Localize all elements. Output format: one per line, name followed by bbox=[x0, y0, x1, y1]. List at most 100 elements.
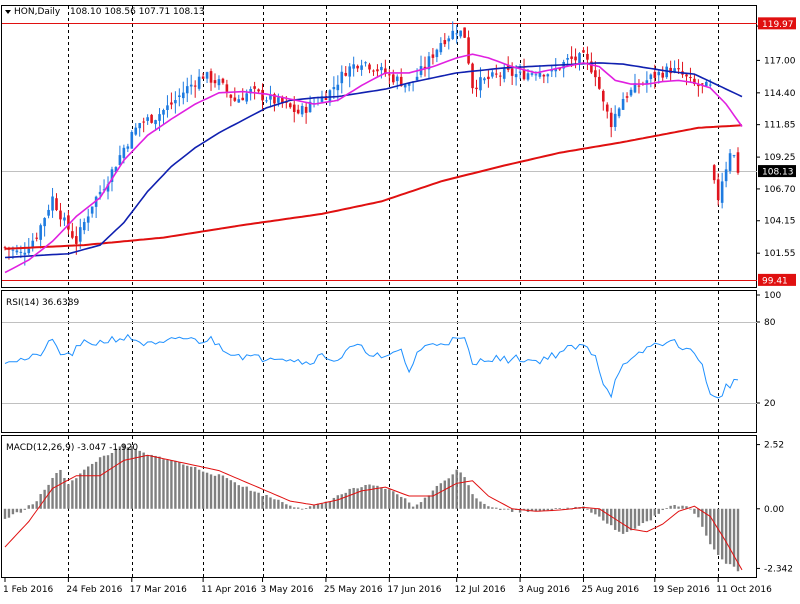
candle[interactable] bbox=[118, 145, 122, 167]
candle[interactable] bbox=[657, 69, 661, 84]
candle[interactable] bbox=[471, 62, 474, 94]
candle[interactable] bbox=[483, 76, 486, 84]
candle[interactable] bbox=[720, 172, 724, 209]
candle[interactable] bbox=[705, 80, 708, 87]
candle[interactable] bbox=[213, 73, 217, 88]
candle[interactable] bbox=[189, 74, 193, 95]
candle[interactable] bbox=[459, 30, 462, 39]
candle[interactable] bbox=[209, 68, 213, 91]
candle[interactable] bbox=[181, 81, 185, 105]
candle[interactable] bbox=[601, 89, 605, 111]
candle[interactable] bbox=[364, 61, 367, 67]
candle[interactable] bbox=[399, 68, 403, 87]
candle[interactable] bbox=[439, 37, 443, 55]
candle[interactable] bbox=[67, 210, 70, 235]
candle[interactable] bbox=[185, 77, 189, 103]
candle[interactable] bbox=[447, 35, 451, 50]
candle[interactable] bbox=[613, 105, 617, 131]
candle[interactable] bbox=[170, 92, 173, 110]
candle[interactable] bbox=[661, 66, 665, 82]
candle[interactable] bbox=[332, 76, 336, 100]
candle[interactable] bbox=[324, 91, 328, 101]
candle[interactable] bbox=[201, 73, 205, 79]
candle[interactable] bbox=[233, 87, 237, 103]
candle[interactable] bbox=[269, 85, 272, 108]
macd-signal-line[interactable] bbox=[4, 454, 743, 571]
candle[interactable] bbox=[479, 67, 482, 98]
candle[interactable] bbox=[388, 69, 391, 85]
candle[interactable] bbox=[138, 122, 142, 137]
candle[interactable] bbox=[554, 58, 558, 78]
candle[interactable] bbox=[467, 30, 470, 65]
candle[interactable] bbox=[625, 92, 629, 103]
rsi-panel[interactable] bbox=[2, 322, 757, 404]
candle[interactable] bbox=[697, 79, 700, 97]
candle[interactable] bbox=[344, 66, 348, 77]
candle[interactable] bbox=[217, 75, 221, 90]
candle[interactable] bbox=[126, 143, 130, 153]
moving-average-mid-line[interactable] bbox=[4, 62, 743, 259]
candle[interactable] bbox=[629, 87, 633, 98]
candle[interactable] bbox=[736, 147, 740, 175]
candle[interactable] bbox=[166, 95, 169, 118]
candle[interactable] bbox=[605, 102, 609, 119]
candle[interactable] bbox=[142, 117, 145, 133]
candle[interactable] bbox=[130, 130, 134, 149]
candle[interactable] bbox=[340, 65, 344, 94]
candle[interactable] bbox=[598, 69, 601, 90]
candle[interactable] bbox=[372, 69, 375, 76]
candle[interactable] bbox=[724, 161, 728, 188]
candle[interactable] bbox=[90, 206, 94, 218]
candle[interactable] bbox=[237, 94, 241, 103]
candle[interactable] bbox=[689, 67, 692, 83]
candle[interactable] bbox=[253, 81, 256, 100]
candle[interactable] bbox=[47, 204, 50, 219]
candle[interactable] bbox=[229, 94, 233, 107]
candle[interactable] bbox=[685, 73, 688, 86]
candle[interactable] bbox=[728, 149, 732, 174]
candle[interactable] bbox=[621, 92, 625, 110]
candle[interactable] bbox=[86, 208, 90, 231]
candle[interactable] bbox=[43, 217, 46, 237]
candle[interactable] bbox=[265, 96, 268, 104]
candle[interactable] bbox=[609, 107, 613, 138]
candle[interactable] bbox=[225, 79, 229, 98]
candle[interactable] bbox=[296, 104, 300, 115]
candle[interactable] bbox=[403, 84, 407, 93]
candle[interactable] bbox=[27, 237, 31, 256]
candle[interactable] bbox=[178, 88, 181, 107]
moving-average-fast-line[interactable] bbox=[4, 53, 743, 274]
moving-average-slow-line[interactable] bbox=[4, 124, 743, 250]
candle[interactable] bbox=[356, 64, 359, 73]
candle[interactable] bbox=[498, 72, 502, 87]
candle[interactable] bbox=[431, 47, 435, 65]
candle[interactable] bbox=[55, 193, 58, 212]
candle[interactable] bbox=[368, 62, 371, 74]
candle[interactable] bbox=[716, 173, 720, 206]
macd-panel[interactable] bbox=[3, 444, 743, 572]
candle[interactable] bbox=[221, 77, 225, 85]
candle[interactable] bbox=[82, 218, 86, 235]
candle[interactable] bbox=[407, 82, 411, 92]
candle[interactable] bbox=[637, 79, 641, 94]
candle[interactable] bbox=[134, 123, 138, 136]
candle[interactable] bbox=[300, 103, 304, 118]
candle[interactable] bbox=[463, 27, 466, 39]
candle[interactable] bbox=[693, 73, 696, 86]
candle[interactable] bbox=[261, 83, 264, 112]
candle[interactable] bbox=[475, 79, 478, 97]
candle[interactable] bbox=[249, 86, 252, 101]
candle[interactable] bbox=[75, 226, 78, 255]
candle[interactable] bbox=[443, 33, 447, 47]
candle[interactable] bbox=[241, 88, 245, 101]
candle[interactable] bbox=[732, 154, 736, 158]
candle[interactable] bbox=[673, 60, 676, 74]
candle[interactable] bbox=[352, 56, 355, 77]
rsi-line[interactable] bbox=[4, 333, 739, 399]
candle[interactable] bbox=[487, 70, 490, 88]
candle[interactable] bbox=[677, 59, 680, 74]
candle[interactable] bbox=[586, 46, 589, 71]
candle[interactable] bbox=[435, 48, 439, 63]
candle[interactable] bbox=[376, 64, 379, 78]
